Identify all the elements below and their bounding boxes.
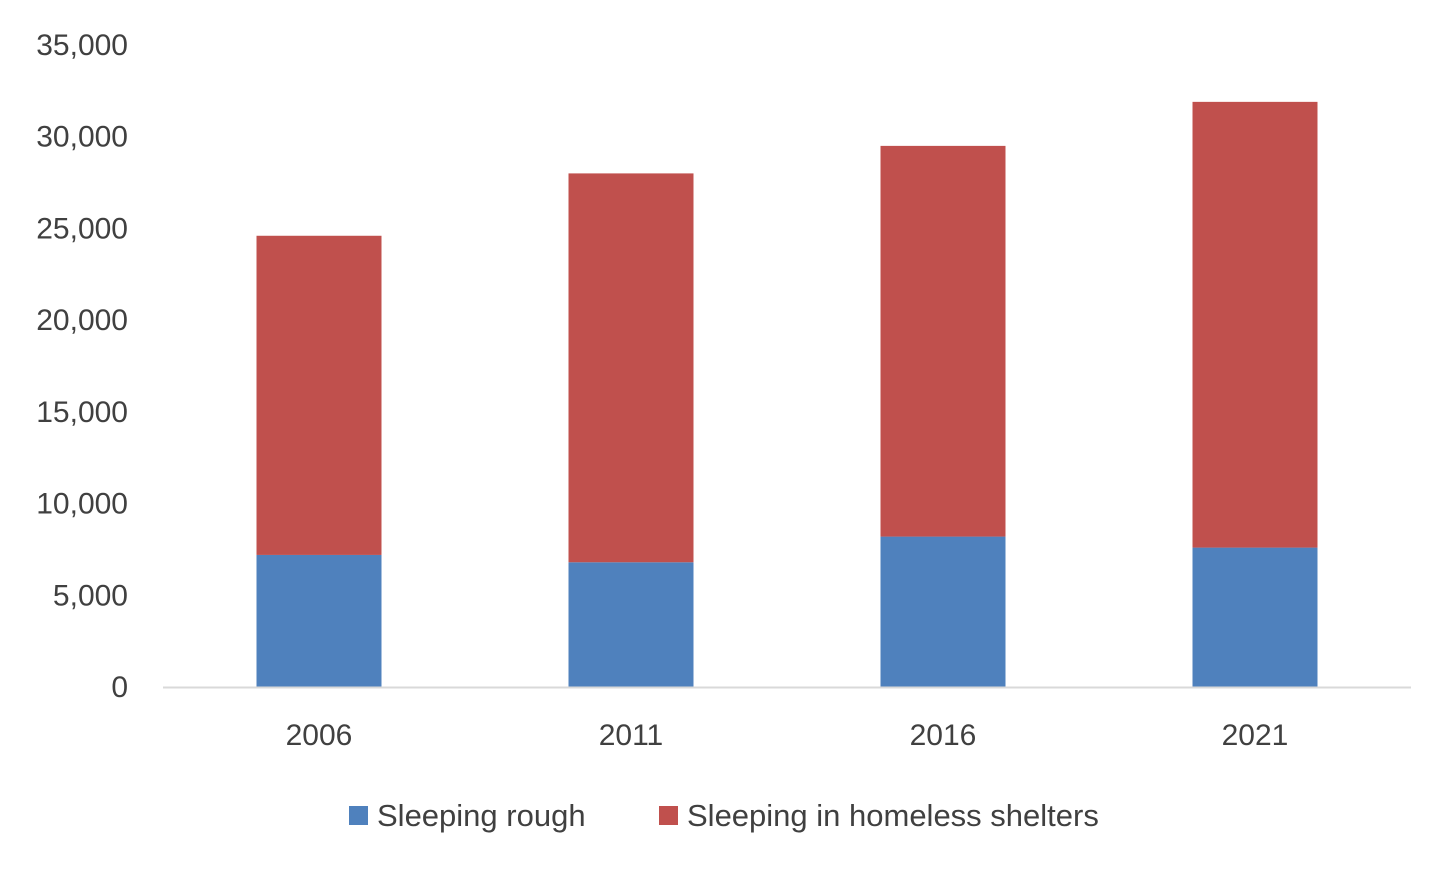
y-tick-label: 30,000 [36,121,128,154]
x-tick-label: 2006 [286,719,353,752]
x-tick-label: 2011 [599,719,664,752]
x-axis: 2006 2011 2016 2021 [163,686,1411,752]
legend-label-sleeping-rough: Sleeping rough [377,798,586,833]
x-tick-label: 2021 [1222,719,1289,752]
bar-sleeping-rough-2016 [880,536,1006,687]
x-tick-label: 2016 [910,719,977,752]
legend-swatch-homeless-shelters [659,806,678,825]
bar-sleeping-rough-2021 [1192,547,1318,687]
y-axis: 0 5,000 10,000 15,000 20,000 25,000 30,000 35,0… [36,29,128,704]
y-tick-label: 0 [111,671,128,704]
bar-homeless-shelters-2011 [568,173,694,563]
y-tick-label: 15,000 [36,396,128,429]
y-tick-label: 10,000 [36,488,128,521]
legend-swatch-sleeping-rough [349,806,368,825]
bar-sleeping-rough-2011 [568,562,694,687]
legend: Sleeping rough Sleeping in homeless shelt… [349,798,1099,833]
y-tick-label: 20,000 [36,304,128,337]
bar-homeless-shelters-2006 [256,235,382,555]
y-tick-label: 5,000 [53,579,128,612]
bar-homeless-shelters-2016 [880,145,1006,537]
y-tick-label: 25,000 [36,212,128,245]
bar-homeless-shelters-2021 [1192,101,1318,548]
legend-label-homeless-shelters: Sleeping in homeless shelters [687,798,1099,833]
bar-sleeping-rough-2006 [256,554,382,687]
bars-group [256,101,1318,687]
y-tick-label: 35,000 [36,29,128,62]
